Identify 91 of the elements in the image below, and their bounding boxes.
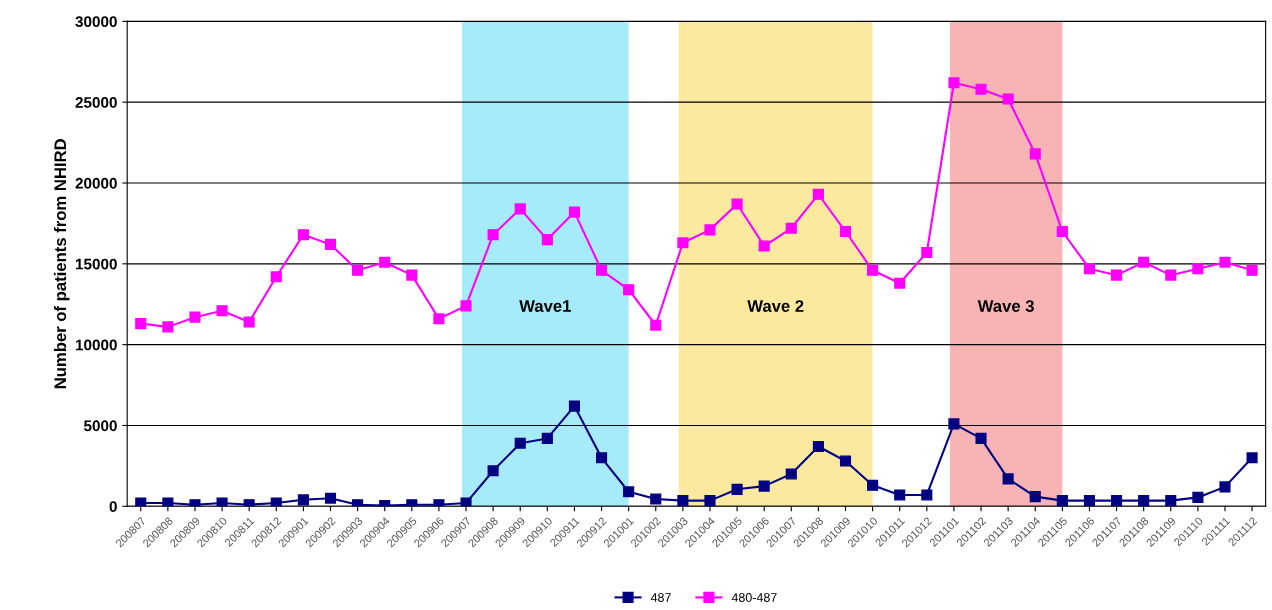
point [867,479,879,491]
point [1219,256,1231,268]
point [541,432,553,444]
point [243,316,255,328]
point [270,271,282,283]
point [1165,269,1177,281]
point [1002,473,1014,485]
point [650,319,662,331]
point [1138,256,1150,268]
y-tick-label: 5000 [83,420,117,432]
point [352,264,364,276]
point [677,495,689,507]
point [975,432,987,444]
point [731,483,743,495]
point [1138,495,1150,507]
point [1192,491,1204,503]
y-tick-label: 15000 [75,258,117,270]
point [1246,264,1258,276]
y-tick-label: 10000 [75,339,117,351]
point [487,465,499,477]
point [514,437,526,449]
point [1246,452,1258,464]
point [731,198,743,210]
point [867,264,879,276]
point [406,269,418,281]
point [758,240,770,252]
point [568,400,581,412]
point [1029,148,1041,160]
point [948,418,960,430]
point [921,246,933,259]
point [460,497,472,507]
point [297,229,309,241]
point [758,480,770,492]
legend-label: 487 [650,593,671,602]
point [379,256,391,268]
point [541,234,553,246]
point [135,318,147,330]
y-tick-label: 30000 [75,16,117,28]
point [189,311,201,323]
point [162,321,174,333]
point [650,493,662,505]
point [839,225,852,238]
y-axis-title: Number of patients from NHIRD [53,139,70,389]
point [433,313,445,325]
band-label: Wave1 [519,300,571,312]
point [595,264,608,276]
point [460,300,472,312]
point [162,497,174,507]
point [623,284,635,296]
point [514,203,526,215]
point [1111,495,1123,507]
point [1056,225,1068,238]
point [595,452,608,464]
point [568,206,581,218]
point [704,224,716,236]
y-tick-label: 0 [109,501,117,512]
point [216,497,228,507]
point [1111,269,1123,281]
point [623,486,635,498]
point [135,497,147,507]
point [894,277,906,289]
point [487,229,499,241]
point [324,238,337,250]
point [785,468,797,480]
point [1192,263,1204,275]
point [785,222,797,234]
point [894,489,906,501]
point [324,492,337,504]
point [1083,495,1096,507]
point [704,495,716,507]
point [216,305,228,317]
point [297,494,309,506]
legend-label: 480-487 [731,593,777,602]
band-label: Wave 2 [747,300,804,312]
point [1165,495,1177,507]
point [1056,495,1068,507]
point [1219,481,1231,493]
band-label: Wave 3 [977,300,1034,312]
point [1029,491,1041,503]
y-tick-label: 25000 [75,97,117,108]
point [812,440,824,453]
point [270,497,282,507]
y-tick-label: 20000 [75,177,117,189]
point [975,83,987,95]
point [948,77,960,89]
point [921,489,933,501]
point [839,455,852,467]
point [812,188,824,200]
point [1083,263,1096,275]
point [1002,93,1014,105]
point [677,237,689,249]
